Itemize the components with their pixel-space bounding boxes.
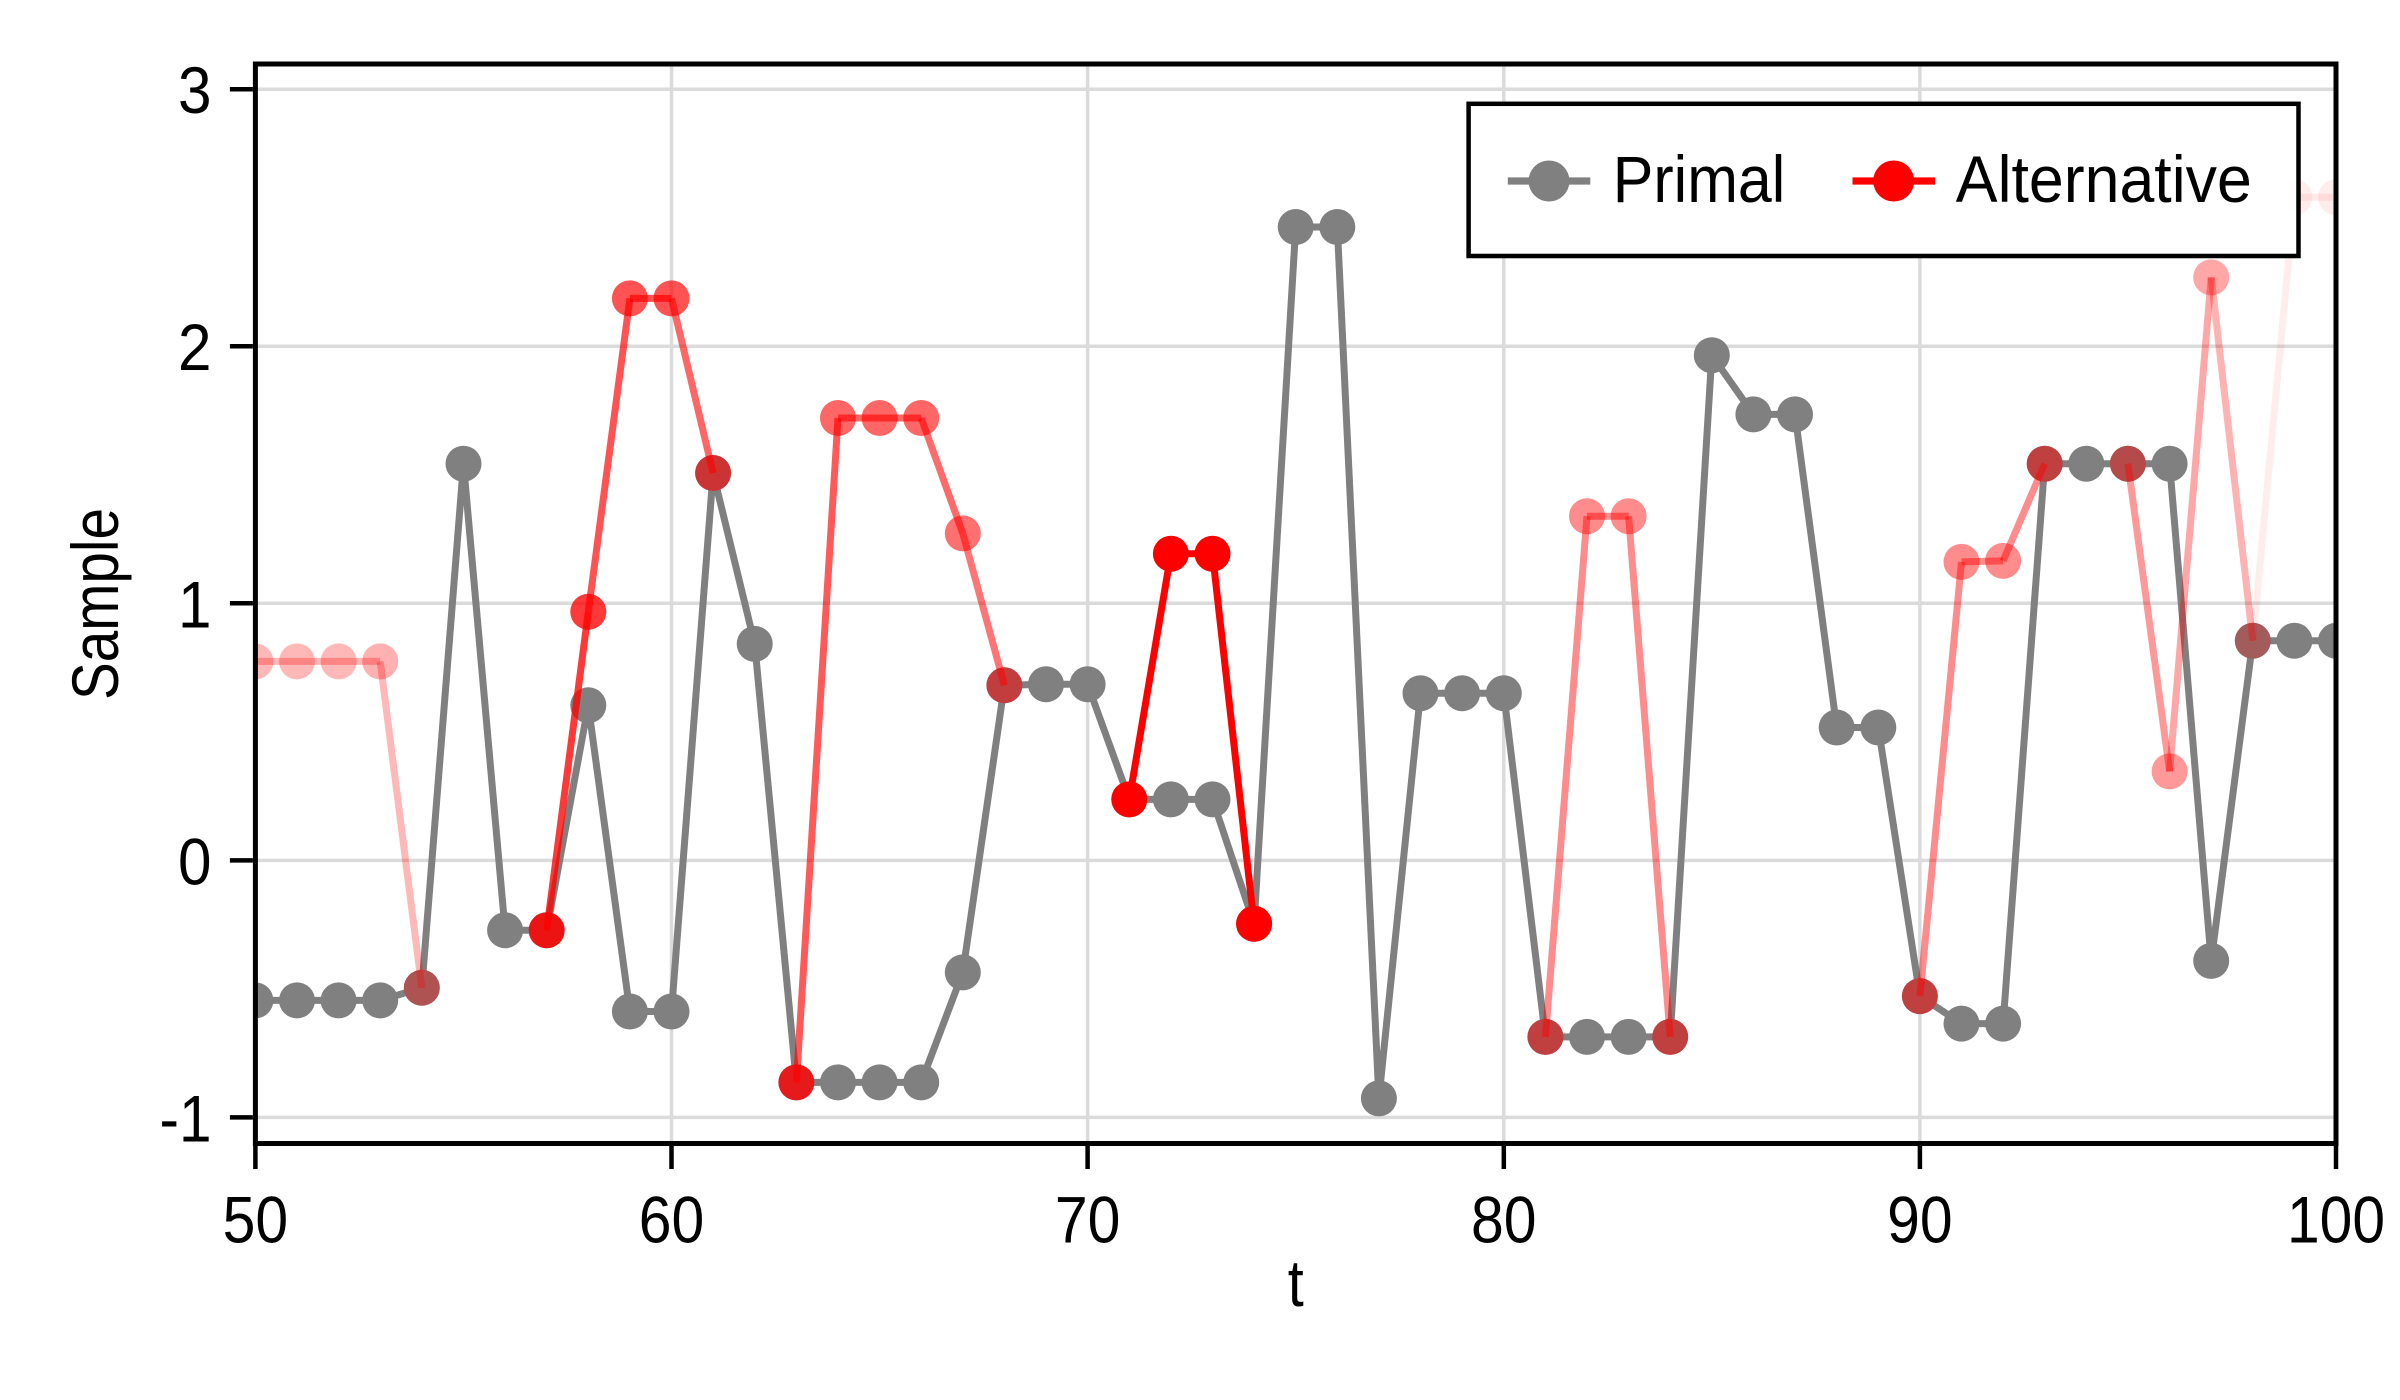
svg-text:Sample: Sample <box>58 508 132 700</box>
svg-text:1: 1 <box>178 567 212 641</box>
svg-text:-1: -1 <box>160 1081 212 1155</box>
svg-text:80: 80 <box>1471 1183 1537 1257</box>
svg-text:Primal: Primal <box>1613 142 1786 216</box>
svg-text:t: t <box>1288 1246 1304 1320</box>
svg-text:50: 50 <box>223 1183 289 1257</box>
svg-text:60: 60 <box>639 1183 705 1257</box>
svg-text:70: 70 <box>1055 1183 1121 1257</box>
svg-text:2: 2 <box>178 310 212 384</box>
svg-text:Alternative: Alternative <box>1956 142 2252 216</box>
svg-text:90: 90 <box>1887 1183 1953 1257</box>
svg-text:3: 3 <box>178 53 212 127</box>
svg-text:100: 100 <box>2287 1183 2385 1257</box>
svg-text:0: 0 <box>178 824 212 898</box>
